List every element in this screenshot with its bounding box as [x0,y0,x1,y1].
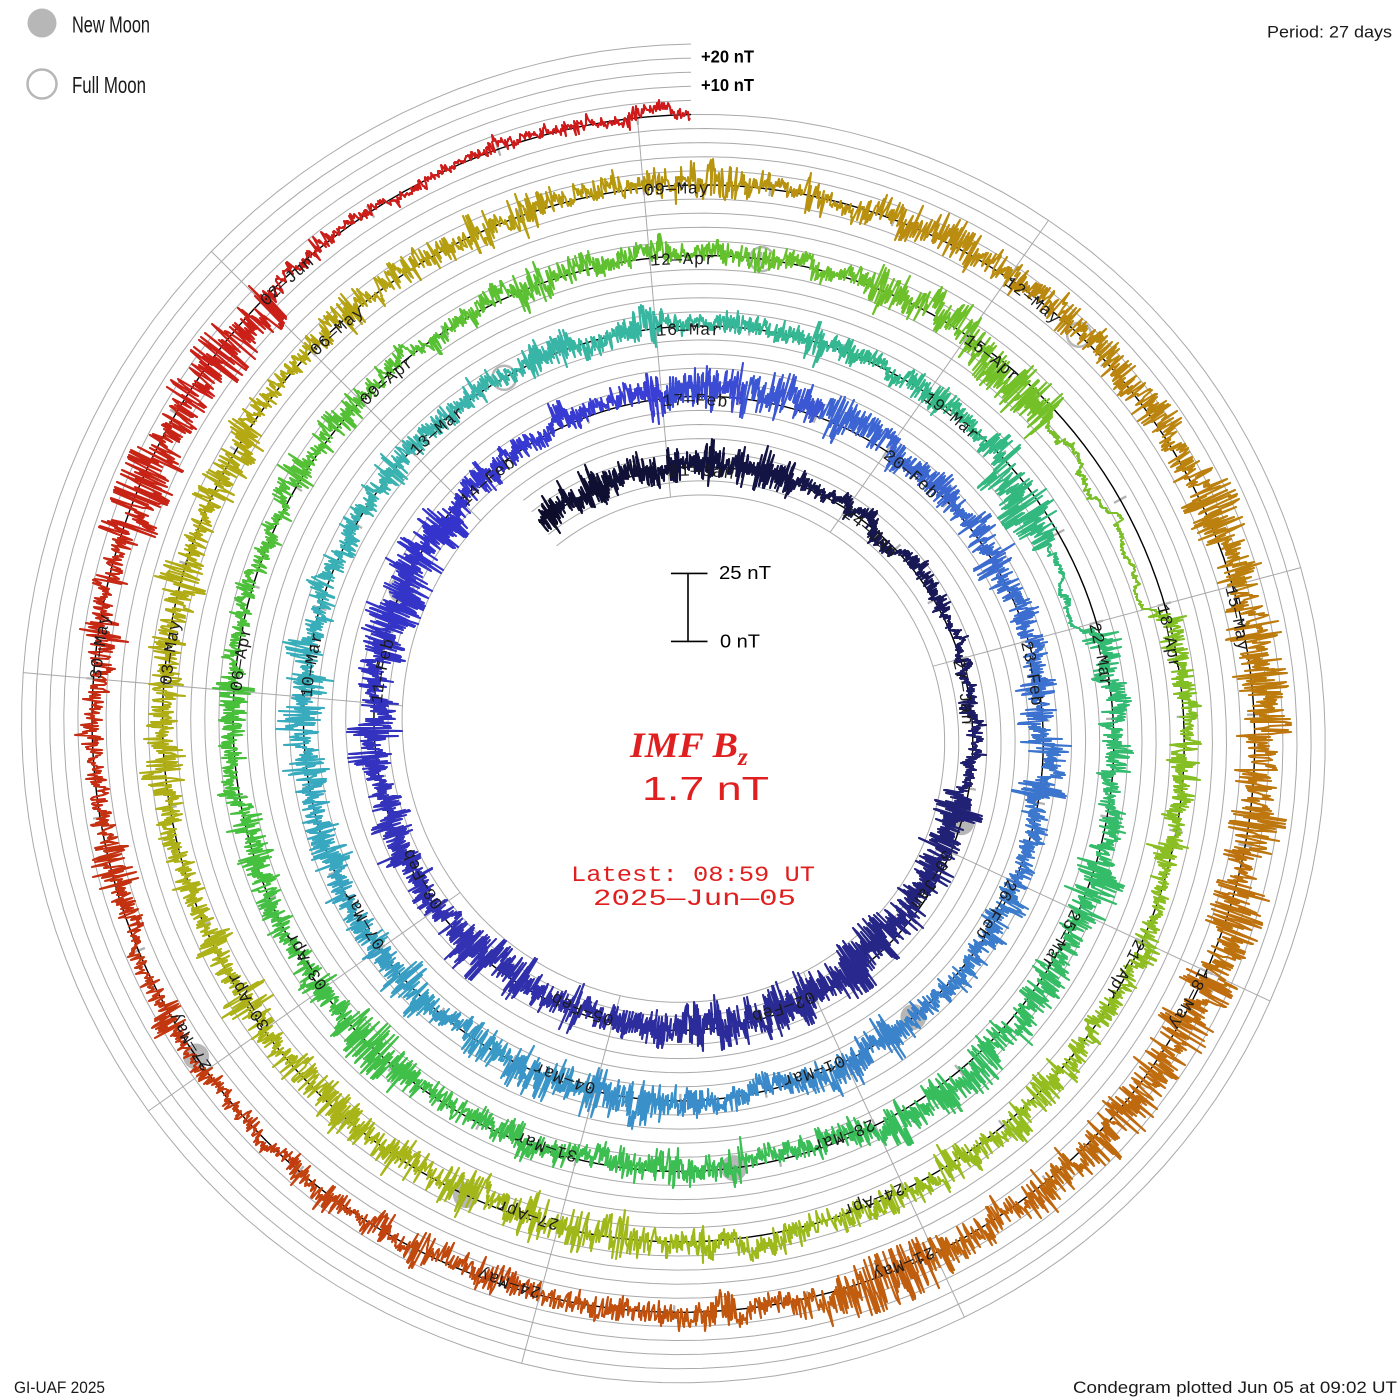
svg-text:Latest: 08:59 UT: Latest: 08:59 UT [571,863,815,888]
svg-text:Period: 27 days: Period: 27 days [1267,22,1392,41]
svg-text:Full Moon: Full Moon [72,72,146,98]
svg-text:Condegram plotted Jun 05 at 09: Condegram plotted Jun 05 at 09:02 UT [1073,1378,1397,1397]
svg-text:+20 nT: +20 nT [701,47,754,67]
svg-text:New Moon: New Moon [72,12,150,38]
svg-text:12—Apr: 12—Apr [649,251,716,272]
svg-text:17—Feb: 17—Feb [662,392,730,413]
svg-text:IMF Bz: IMF Bz [629,725,748,771]
svg-text:2025—Jun—05: 2025—Jun—05 [593,886,796,912]
svg-text:+10 nT: +10 nT [701,75,754,95]
svg-text:0 nT: 0 nT [720,632,760,652]
svg-text:GI-UAF 2025: GI-UAF 2025 [14,1378,105,1397]
svg-text:09—May: 09—May [643,180,710,201]
svg-text:25 nT: 25 nT [719,563,771,583]
svg-text:1.7 nT: 1.7 nT [642,770,769,807]
svg-text:16—Mar: 16—Mar [655,321,722,341]
